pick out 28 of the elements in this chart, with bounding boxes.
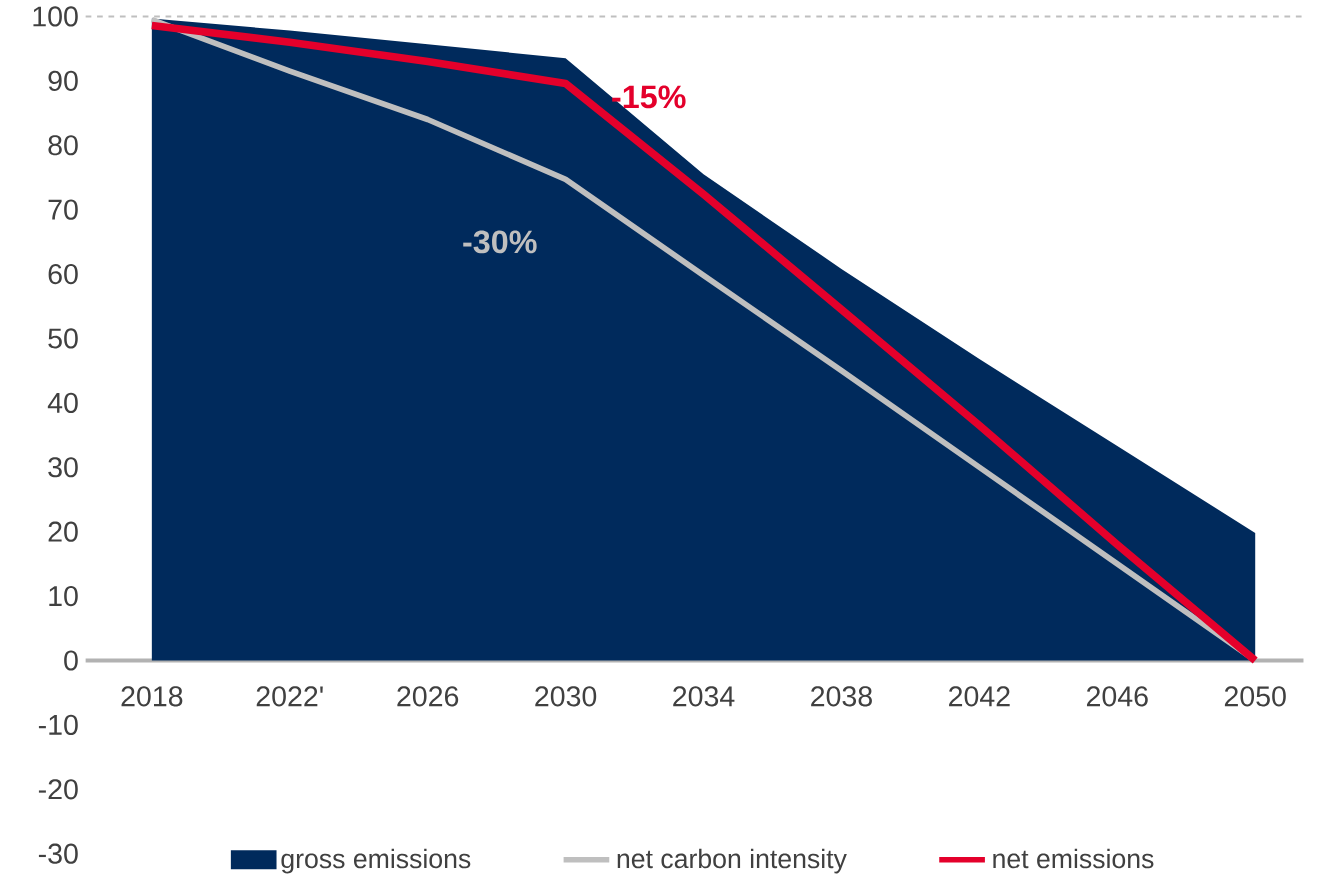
legend-label: gross emissions: [281, 848, 471, 874]
y-tick-label: -30: [38, 843, 78, 864]
y-tick-label: 80: [48, 134, 78, 156]
x-tick-label: 2034: [673, 686, 735, 707]
y-tick-label: 90: [48, 70, 78, 91]
x-tick-label: 2050: [1224, 686, 1286, 707]
legend-label: net carbon intensity: [617, 848, 847, 874]
x-tick-label: 2042: [949, 686, 1010, 707]
annotation: -15%: [612, 85, 686, 109]
x-tick-label: 2026: [397, 686, 459, 707]
y-tick-label: 60: [48, 263, 78, 284]
y-tick-label: -10: [38, 714, 78, 735]
x-tick-label: 2018: [121, 686, 183, 707]
legend-label: net emissions: [993, 848, 1154, 869]
x-tick-label: 2030: [535, 686, 597, 707]
y-tick-label: 30: [48, 456, 78, 478]
annotation: -30%: [463, 230, 537, 254]
x-tick-label: 2038: [811, 686, 872, 707]
y-tick-label: -20: [38, 778, 78, 800]
y-tick-label: 40: [47, 392, 78, 413]
y-tick-label: 10: [49, 585, 78, 606]
y-tick-label: 100: [33, 6, 78, 27]
x-tick-label: 2022': [256, 686, 323, 707]
y-tick-label: 0: [64, 650, 78, 671]
y-tick-label: 70: [48, 199, 78, 220]
y-tick-label: 50: [48, 328, 78, 349]
y-tick-label: 20: [48, 521, 78, 542]
x-tick-label: 2046: [1086, 686, 1148, 707]
